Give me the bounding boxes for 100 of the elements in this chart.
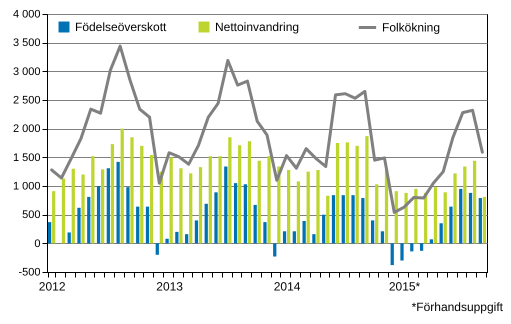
bar [52, 191, 56, 244]
bar [81, 174, 85, 244]
bar [336, 143, 340, 244]
bar [410, 243, 414, 252]
bar [258, 160, 261, 244]
y-tick-label: 3 000 [12, 66, 40, 78]
bar [326, 196, 330, 244]
bar [228, 137, 232, 244]
y-tick-label: 1 000 [12, 180, 40, 192]
bar [380, 231, 384, 244]
bar [371, 220, 374, 244]
legend-label: Födelseöverskott [75, 20, 168, 34]
x-tick-label: 2015* [388, 280, 421, 294]
y-tick-label: 0 [34, 238, 40, 250]
bar [175, 232, 178, 244]
bar [316, 170, 320, 244]
y-tick-label: 2 500 [12, 94, 40, 106]
bar [459, 188, 462, 244]
bar [238, 145, 242, 244]
bar [472, 160, 476, 244]
bar [430, 239, 433, 244]
bar [468, 192, 472, 244]
x-tick-label: 2013 [156, 280, 184, 294]
x-tick-label: 2014 [274, 280, 301, 294]
bar [322, 214, 326, 244]
bar [198, 167, 202, 244]
text: *Förhandsuppgift [412, 300, 503, 314]
bar [444, 192, 447, 244]
bar [440, 223, 443, 244]
bar [282, 231, 286, 244]
bar [156, 243, 159, 255]
bar [106, 168, 110, 244]
bar [204, 204, 208, 244]
bar [248, 141, 252, 244]
y-tick-label: -500 [18, 266, 40, 278]
bar [130, 137, 134, 244]
x-tick-label: 2012 [38, 280, 66, 294]
bar [482, 196, 486, 244]
bar [72, 168, 75, 244]
bar [463, 166, 466, 244]
bar [120, 128, 124, 244]
bar [302, 220, 306, 244]
bar [224, 166, 228, 244]
bar [365, 136, 369, 244]
bar [116, 162, 120, 244]
bar [346, 142, 349, 244]
bar [453, 173, 457, 244]
bar [244, 184, 248, 244]
bar [414, 188, 418, 244]
bar [110, 144, 114, 244]
bar [62, 178, 66, 244]
bar [234, 183, 238, 244]
bar [150, 155, 154, 244]
bar [101, 169, 104, 244]
bar [179, 168, 183, 244]
bar [292, 231, 296, 244]
bar [361, 198, 364, 244]
bar [424, 192, 428, 244]
y-tick-label: 500 [22, 209, 40, 222]
bar [273, 243, 276, 257]
bar [342, 195, 345, 244]
bar [194, 220, 198, 244]
y-tick-label: 3 500 [12, 37, 40, 50]
bar [296, 181, 300, 244]
bar [306, 172, 310, 244]
legend-label: Folkökning [382, 20, 440, 34]
bar [312, 234, 316, 244]
bar [136, 206, 140, 244]
bar [91, 156, 94, 244]
bar [185, 234, 188, 244]
bar [394, 191, 398, 244]
bar [375, 184, 378, 244]
bar [351, 195, 355, 244]
bar [449, 206, 453, 244]
y-tick-label: 4 000 [12, 8, 40, 20]
line-series [50, 44, 484, 214]
bar [165, 238, 169, 244]
y-tick-label: 1 500 [12, 152, 40, 164]
bar [263, 222, 267, 244]
bar [478, 198, 482, 244]
bar [286, 170, 290, 244]
y-tick-label: 2 000 [12, 123, 40, 136]
bar [420, 243, 424, 251]
bar [214, 192, 218, 244]
bar [146, 206, 150, 244]
bar [140, 146, 144, 244]
bar [390, 243, 394, 266]
bar [218, 156, 222, 244]
bar [77, 208, 81, 244]
bar [400, 243, 404, 261]
bar [254, 204, 257, 244]
legend-label: Nettoinvandring [215, 20, 300, 34]
bar [96, 186, 100, 244]
bar [126, 187, 130, 244]
bar [332, 195, 336, 244]
bar [267, 156, 271, 244]
bar [87, 196, 90, 244]
bar [68, 232, 71, 244]
bar [208, 156, 212, 244]
bar [48, 222, 52, 244]
